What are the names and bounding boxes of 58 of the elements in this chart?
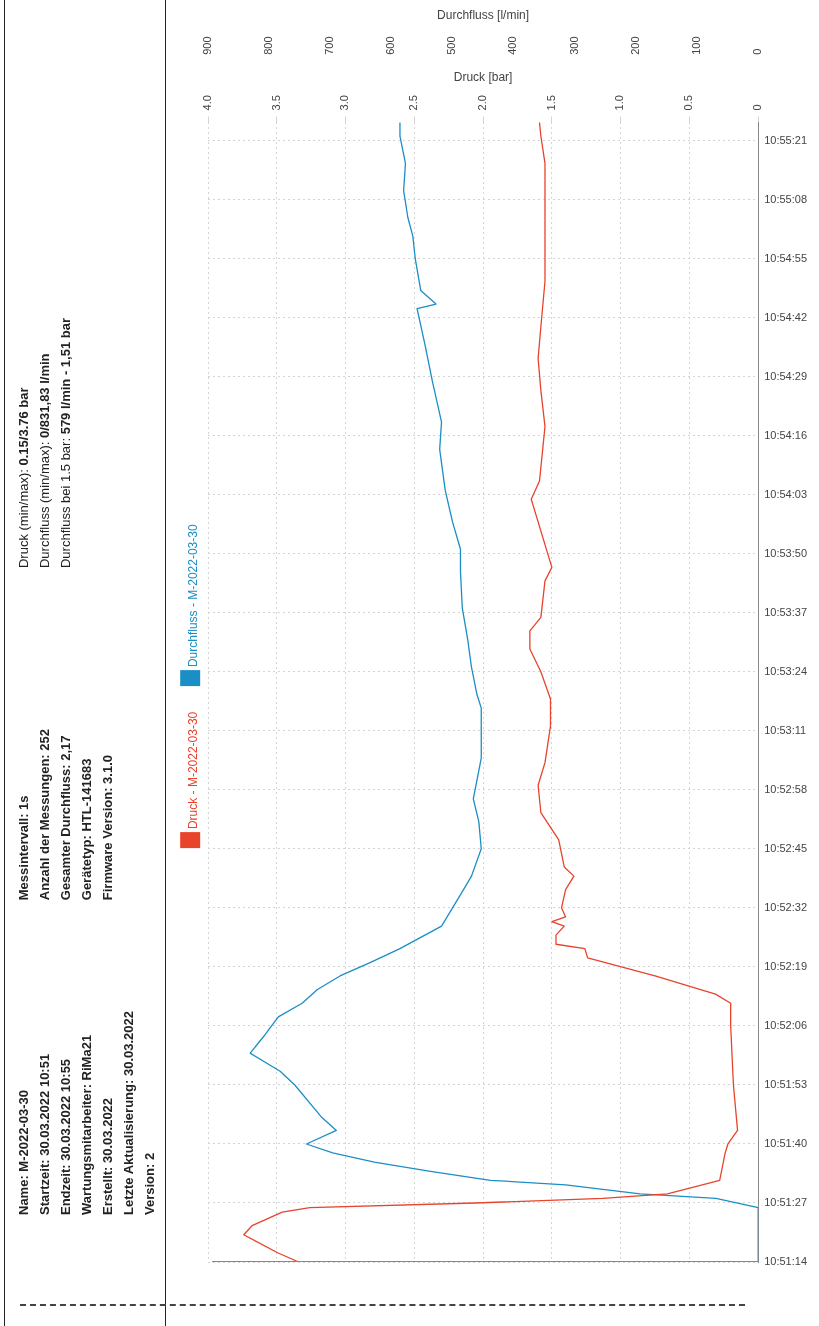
text: Firmware Version: 3.1.0 xyxy=(99,753,116,900)
y-tick-label: 10:55:08 xyxy=(764,192,808,205)
y-tick-label: 10:51:27 xyxy=(764,1196,808,1209)
text: Erstellt: 30.03.2022 xyxy=(99,1096,116,1215)
text: Startzeit: 30.03.2022 10:51 xyxy=(36,1052,53,1215)
x2-tick-label: 100 xyxy=(689,36,702,55)
x2-tick-label: 200 xyxy=(628,36,641,55)
y-tick-label: 10:54:29 xyxy=(764,369,808,382)
x-tick-label: 2.5 xyxy=(407,95,420,111)
x-tick-label: 2.0 xyxy=(475,95,488,111)
x-tick-label: 1.5 xyxy=(544,95,557,111)
y-tick-label: 10:52:32 xyxy=(764,900,808,913)
x2-tick-label: 300 xyxy=(567,36,580,55)
text: Messintervall: 1s xyxy=(15,794,32,900)
x-tick-label: 3.5 xyxy=(269,95,282,111)
x2-axis-title: Durchfluss [l/min] xyxy=(437,7,530,22)
x2-tick-label: 0 xyxy=(751,48,764,55)
x-tick-label: 4.0 xyxy=(200,95,213,111)
x-axis-title: Druck [bar] xyxy=(453,70,513,85)
x-tick-label: 0 xyxy=(751,104,764,111)
y-tick-label: 10:52:06 xyxy=(764,1019,808,1032)
x2-tick-label: 900 xyxy=(200,36,213,55)
y-tick-label: 10:53:11 xyxy=(764,723,807,736)
text: Gerätetyp: HTL-141683 xyxy=(78,757,95,900)
x2-tick-label: 800 xyxy=(261,36,274,55)
x2-tick-label: 700 xyxy=(323,36,336,55)
x2-tick-label: 600 xyxy=(384,36,397,55)
x-tick-label: 0.5 xyxy=(682,95,695,111)
y-tick-label: 10:51:14 xyxy=(764,1255,808,1268)
y-tick-label: 10:54:42 xyxy=(764,310,808,323)
text: Name: M-2022-03-30 xyxy=(15,1089,32,1215)
y-tick-label: 10:52:19 xyxy=(764,960,808,973)
x2-tick-label: 500 xyxy=(445,36,458,55)
y-tick-label: 10:54:16 xyxy=(764,428,808,441)
y-tick-label: 10:51:40 xyxy=(764,1137,808,1150)
text: Endzeit: 30.03.2022 10:55 xyxy=(57,1057,74,1215)
x-tick-label: 3.0 xyxy=(338,95,351,111)
y-tick-label: 10:53:50 xyxy=(764,546,808,559)
text: Durchfluss (min/max): 0/831,83 l/min xyxy=(37,353,52,568)
y-tick-label: 10:53:24 xyxy=(764,664,808,677)
y-tick-label: 10:51:53 xyxy=(764,1078,808,1091)
text: Version: 2 xyxy=(141,1151,158,1215)
y-tick-label: 10:52:45 xyxy=(764,841,808,854)
y-tick-label: 10:54:03 xyxy=(764,487,808,500)
text: Anzahl der Messungen: 252 xyxy=(36,728,53,900)
text: Wartungsmitarbeiter: RiMa21 xyxy=(78,1033,95,1215)
text: Gesamter Durchfluss: 2,17 xyxy=(57,734,74,900)
x2-tick-label: 400 xyxy=(506,36,519,55)
text: Durchfluss - M-2022-03-30 xyxy=(186,523,201,667)
text: Durchfluss bei 1.5 bar: 579 l/min - 1,51 bar xyxy=(58,317,73,568)
y-tick-label: 10:52:58 xyxy=(764,782,808,795)
text: Druck - M-2022-03-30 xyxy=(186,711,201,829)
y-tick-label: 10:54:55 xyxy=(764,251,808,264)
x-tick-label: 1.0 xyxy=(613,95,626,111)
y-tick-label: 10:53:37 xyxy=(764,605,808,618)
text: Letzte Aktualisierung: 30.03.2022 xyxy=(120,1011,137,1215)
y-tick-label: 10:55:21 xyxy=(764,133,808,146)
text: Druck (min/max): 0.15/3.76 bar xyxy=(16,387,31,568)
